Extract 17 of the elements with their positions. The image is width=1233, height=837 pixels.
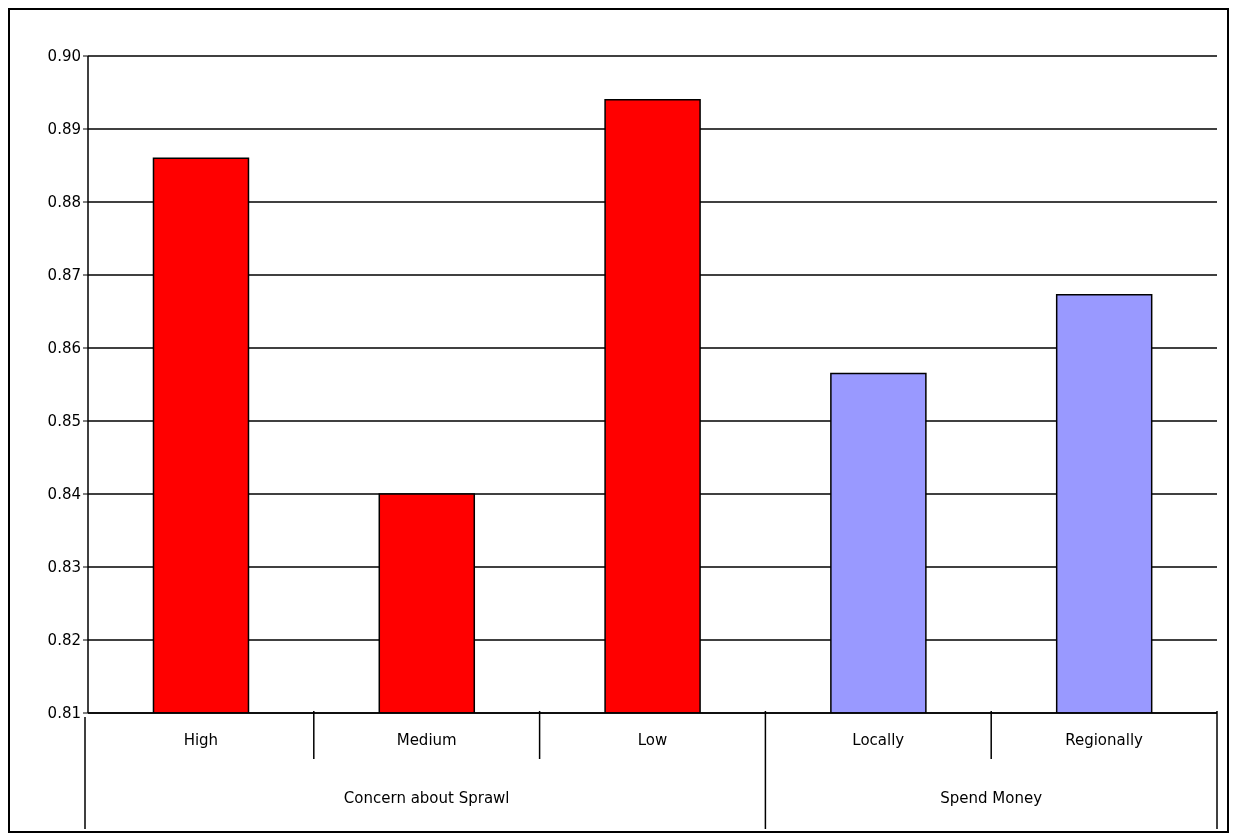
y-tick-label: 0.84: [47, 485, 81, 504]
y-tick-label: 0.82: [47, 631, 81, 650]
y-tick-label: 0.90: [47, 47, 81, 66]
y-tick-label: 0.89: [47, 120, 81, 139]
y-tick-label: 0.81: [47, 704, 81, 723]
y-tick-label: 0.86: [47, 339, 81, 358]
x-tick-label: Medium: [396, 731, 457, 749]
y-tick-label: 0.88: [47, 193, 81, 212]
y-tick-label: 0.83: [47, 558, 81, 577]
x-tick-label: Regionally: [1065, 731, 1144, 749]
x-tick-label: Locally: [852, 731, 905, 749]
text: Concern about Sprawl: [343, 789, 510, 807]
y-tick-label: 0.85: [47, 412, 81, 431]
x-tick-label: Low: [637, 731, 668, 749]
text: Spend Money: [940, 789, 1043, 807]
y-tick-label: 0.87: [47, 266, 81, 285]
x-tick-label: High: [183, 731, 219, 749]
